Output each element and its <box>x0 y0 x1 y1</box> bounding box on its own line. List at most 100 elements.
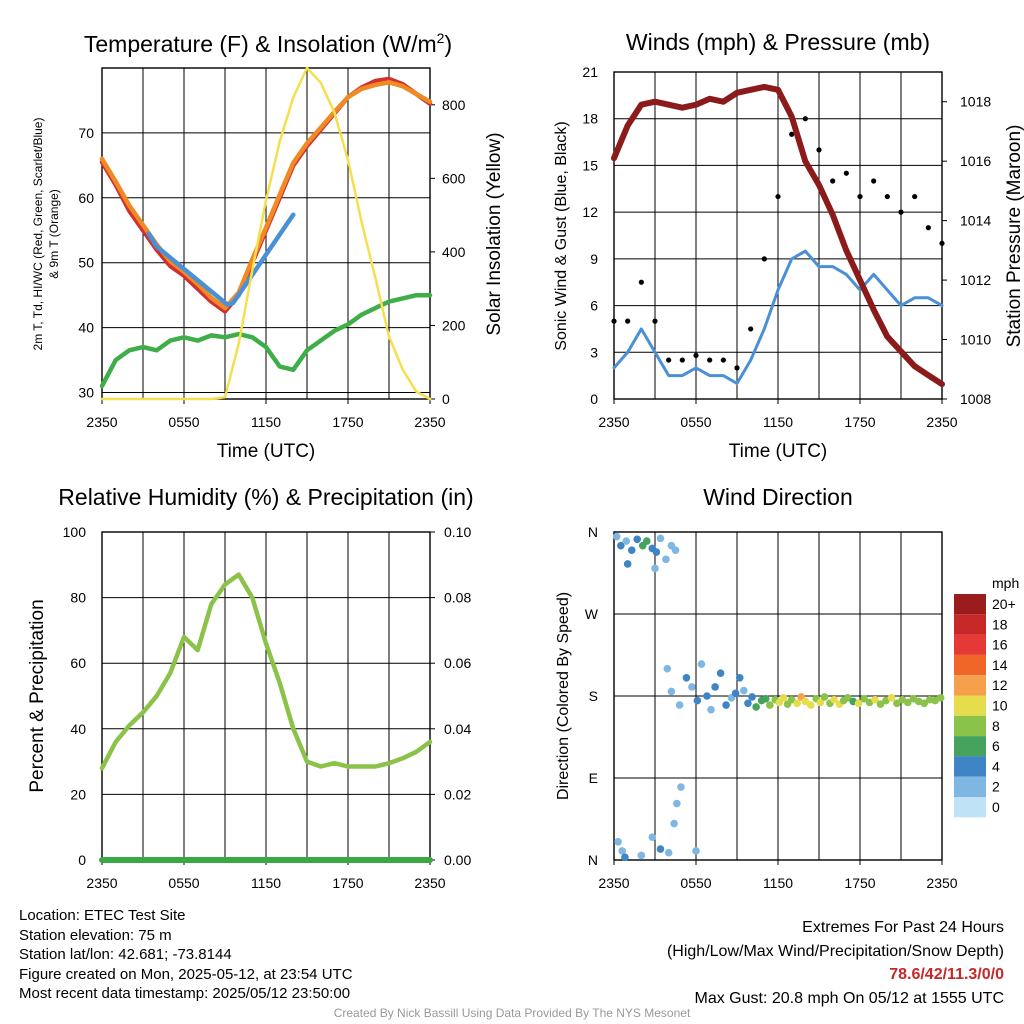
colorbar-cell <box>954 634 986 655</box>
x-tick-label-2: 2350 <box>598 414 629 430</box>
chart-title-4: Wind Direction <box>703 484 853 510</box>
colorbar-label: 20+ <box>992 596 1016 612</box>
colorbar-cell <box>954 654 986 676</box>
y2-tick-label-1: 400 <box>442 244 466 260</box>
gust-point <box>707 357 713 363</box>
station-info: Location: ETEC Test Site Station elevati… <box>19 906 353 1004</box>
y-tick-label-2: 9 <box>590 251 598 267</box>
direction-point <box>692 847 700 855</box>
recent-timestamp: Most recent data timestamp: 2025/05/12 2… <box>19 985 351 1002</box>
extremes-title: Extremes For Past 24 Hours <box>802 919 1004 936</box>
direction-point <box>716 669 725 678</box>
direction-point <box>735 673 744 682</box>
colorbar-label: 2 <box>992 779 1000 795</box>
y-tick-label-2: 15 <box>582 157 598 173</box>
y2-tick-label-1: 600 <box>442 170 466 186</box>
station-latlon: Station lat/lon: 42.681; -73.8144 <box>19 946 232 963</box>
y-tick-label-4: N <box>588 524 598 540</box>
direction-point <box>612 532 621 541</box>
y-axis-label-3: Percent & Precipitation <box>27 599 48 792</box>
colorbar-cell <box>954 695 986 716</box>
direction-point <box>621 853 629 862</box>
gust-point <box>734 365 740 371</box>
colorbar-cell <box>954 736 986 757</box>
x-tick-label-4: 0550 <box>680 875 711 891</box>
x-tick-label-2: 1750 <box>844 414 875 430</box>
series-line-1-4 <box>100 66 432 401</box>
direction-point <box>618 847 626 855</box>
direction-point <box>697 660 706 668</box>
y-axis-label-1b: & 9m T (Orange) <box>47 189 61 279</box>
direction-point <box>656 534 665 543</box>
x-tick-label-2: 2350 <box>926 414 957 430</box>
direction-point <box>707 705 715 714</box>
y2-tick-label-3: 0.10 <box>444 524 471 540</box>
gust-point <box>720 357 726 363</box>
y-tick-label-2: 12 <box>582 204 598 220</box>
direction-point <box>740 686 748 695</box>
chart-title-end-1: ) <box>444 31 452 57</box>
y-tick-label-3: 20 <box>70 786 86 802</box>
y-tick-label-1: 30 <box>78 385 94 401</box>
direction-point <box>623 560 632 568</box>
y-tick-label-1: 50 <box>78 255 94 271</box>
gust-point <box>843 170 849 176</box>
y-axis-label-2: Sonic Wind & Gust (Blue, Black) <box>553 121 570 350</box>
colorbar-label: 10 <box>992 698 1008 714</box>
y-tick-label-1: 40 <box>78 320 94 336</box>
gust-point <box>748 326 754 332</box>
direction-point <box>652 548 661 556</box>
gust-point <box>625 318 631 324</box>
chart-title-1: Temperature (F) & Insolation (W/m2) <box>84 30 452 57</box>
y2-tick-label-2: 1016 <box>960 153 991 169</box>
direction-point <box>670 819 678 828</box>
y2-axis-label-2: Station Pressure (Maroon) <box>1004 125 1024 348</box>
max-gust: Max Gust: 20.8 mph On 05/12 at 1555 UTC <box>694 989 1005 1007</box>
gust-point <box>611 318 617 324</box>
direction-point <box>893 699 901 708</box>
y2-tick-label-2: 1012 <box>960 272 991 288</box>
colorbar-label: 18 <box>992 616 1008 632</box>
direction-point <box>920 699 929 708</box>
direction-point <box>904 698 912 707</box>
y-tick-label-3: 60 <box>70 655 86 671</box>
direction-point <box>766 701 774 709</box>
y-tick-label-1: 70 <box>78 125 94 141</box>
gust-point <box>789 131 795 137</box>
y-tick-label-4: N <box>588 852 598 868</box>
y-tick-label-4: W <box>585 606 599 622</box>
colorbar-cell <box>954 614 986 635</box>
direction-point <box>614 837 622 846</box>
gust-point <box>830 178 836 184</box>
y2-tick-label-1: 200 <box>442 317 466 333</box>
x-tick-label-3: 2350 <box>414 875 445 891</box>
colorbar-cell <box>954 715 986 737</box>
y-axis-label-4: Direction (Colored By Speed) <box>555 592 572 800</box>
x-tick-label-4: 1750 <box>844 875 875 891</box>
colorbar-cell <box>954 776 986 797</box>
y2-tick-label-3: 0.00 <box>444 852 471 868</box>
colorbar-cell <box>954 594 986 615</box>
colorbar-label: 0 <box>992 799 1000 815</box>
station-location: Location: ETEC Test Site <box>19 907 186 924</box>
chart-title-2: Winds (mph) & Pressure (mb) <box>626 29 930 55</box>
y-tick-label-2: 0 <box>590 391 598 407</box>
direction-point <box>693 696 702 705</box>
y-tick-label-2: 18 <box>582 111 598 127</box>
gust-point <box>761 256 767 262</box>
x-tick-label-1: 2350 <box>86 414 117 430</box>
station-elevation: Station elevation: 75 m <box>19 926 172 944</box>
direction-point <box>677 783 685 791</box>
gust-point <box>638 279 644 285</box>
direction-point <box>843 694 852 702</box>
chart-title-sup-1: 2 <box>437 30 445 46</box>
gust-point <box>802 116 808 122</box>
direction-point <box>643 537 651 545</box>
y2-tick-label-1: 800 <box>442 97 466 113</box>
y-axis-label-1a: 2m T, Td, HI/WC (Red, Green, Scarlet/Blu… <box>31 118 45 351</box>
x-axis-label-2: Time (UTC) <box>729 441 828 462</box>
x-tick-label-4: 2350 <box>926 875 957 891</box>
y-tick-label-2: 3 <box>590 344 598 360</box>
gust-point <box>652 318 658 324</box>
colorbar-label: 8 <box>992 718 1000 734</box>
